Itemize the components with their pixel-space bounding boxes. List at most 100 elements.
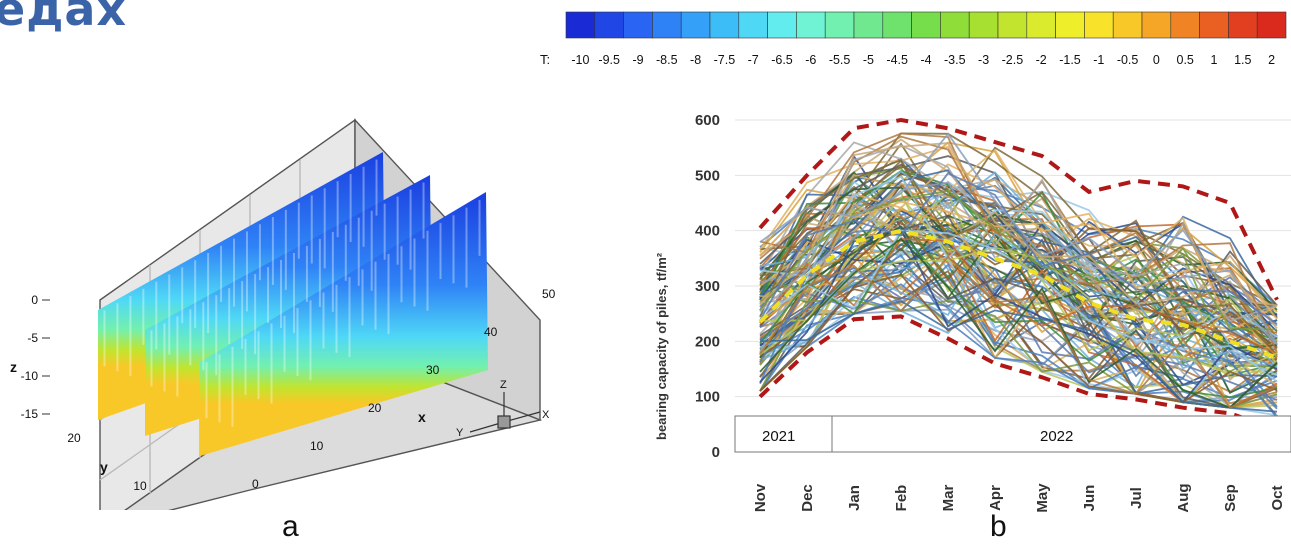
pile-series-line	[759, 176, 1278, 307]
colorbar-tick-label: -6	[805, 53, 816, 67]
colorbar-swatch	[623, 11, 653, 39]
colorbar-swatch	[1141, 11, 1172, 39]
section-streaks	[103, 159, 481, 427]
colorbar-tick-label: -6.5	[771, 53, 793, 67]
x-axis-month-labels: Nov Dec Jan Feb Mar Apr May Jun Jul Aug Sep Oct	[752, 483, 1286, 513]
x-tick-label: Jan	[846, 485, 863, 511]
x-tick-label: Apr	[987, 485, 1004, 511]
x-tick-label: May	[1034, 483, 1051, 513]
colorbar-swatch	[565, 11, 596, 39]
page-heading-fragment: едах	[0, 0, 128, 36]
colorbar-tick-label: -0.5	[1117, 53, 1139, 67]
colorbar-swatch	[594, 11, 624, 39]
pile-series-line	[759, 300, 1278, 413]
colorbar-tick-label: -9	[632, 53, 643, 67]
year-band	[734, 415, 1291, 453]
colorbar-tick-label: -8.5	[656, 53, 678, 67]
colorbar-swatch	[1228, 11, 1258, 39]
x-tick-label: Feb	[893, 485, 910, 512]
x-tick-label: Oct	[1269, 485, 1286, 510]
y-tick-label: 100	[695, 389, 720, 406]
z-axis: 0 -5 -10 -15	[21, 293, 50, 421]
colorbar-tick-label: 2	[1268, 53, 1275, 67]
colorbar-swatch	[680, 11, 711, 39]
y-axis: 20100	[67, 431, 147, 493]
pile-series-line	[759, 229, 1278, 383]
x-tick-label: 10	[310, 439, 324, 453]
glyph-y-label: Y	[456, 427, 464, 439]
colorbar-tick-label: -7.5	[714, 53, 736, 67]
colorbar-tick-label: 0.5	[1177, 53, 1194, 67]
y-tick-label: 600	[695, 112, 720, 129]
colorbar-tick-label: -3.5	[944, 53, 966, 67]
colorbar-swatches	[565, 11, 1287, 39]
colorbar-swatch	[1199, 11, 1229, 39]
x-tick-label: 20	[368, 401, 382, 415]
colorbar-tick-label: -1.5	[1059, 53, 1081, 67]
pile-series-line	[759, 202, 1278, 382]
colorbar-tick-label: -5	[863, 53, 874, 67]
pile-series-line	[759, 142, 1278, 329]
pile-series-lines	[759, 132, 1278, 419]
pile-series-line	[759, 181, 1278, 345]
colorbar-label: T:	[540, 52, 550, 67]
y-tick-label: 0	[712, 444, 720, 461]
y-axis-tick-labels: 0 100 200 300 400 500 600	[695, 112, 720, 461]
y-tick-label: 200	[695, 333, 720, 350]
upper-envelope-line	[758, 117, 1279, 301]
pile-series-line	[759, 267, 1278, 410]
x-tick-label: Sep	[1222, 484, 1239, 512]
colorbar-swatch	[1026, 11, 1056, 39]
colorbar-swatch	[796, 11, 826, 39]
colorbar-swatch	[882, 11, 912, 39]
pile-series-line	[759, 255, 1278, 409]
x-axis: 0 10 20 30 40 50	[252, 287, 556, 491]
y-axis-label: bearing capacity of piles, tf/m²	[654, 252, 669, 440]
colorbar-swatch	[738, 11, 768, 39]
colorbar-tick-label: -4	[920, 53, 931, 67]
x-tick-label: Mar	[940, 485, 957, 512]
x-tick-label: Aug	[1175, 483, 1192, 512]
orientation-axes-glyph	[469, 392, 541, 433]
colorbar-swatch	[1112, 11, 1143, 39]
y-axis-label: y	[100, 459, 108, 475]
pile-series-line	[759, 132, 1278, 346]
glyph-z-label: Z	[500, 379, 507, 391]
panel-a-3d-temperature-sections: 0 -5 -10 -15 z 20 10 0 y 0 10 20 30 40 50 x Z Y X	[10, 118, 556, 510]
z-axis-label: z	[10, 359, 17, 375]
colorbar-tick-label: -3	[978, 53, 989, 67]
colorbar-swatch	[1055, 11, 1085, 39]
colorbar-swatch	[709, 11, 740, 39]
glyph-x-label: X	[542, 409, 550, 421]
colorbar-tick-label: -8	[690, 53, 701, 67]
z-tick-label: -10	[21, 369, 39, 383]
panel-b-bearing-capacity-chart: 0 100 200 300 400 500 600 bearing capacity of …	[654, 112, 1291, 513]
colorbar-tick-labels: -10 -9.5 -9 -8.5 -8 -7.5 -7 -6.5 -6 -5.5 -5 -4.5 -4-…	[571, 53, 1275, 67]
pile-series-line	[759, 189, 1278, 331]
y-tick-label: 300	[695, 278, 720, 295]
colorbar-swatch	[940, 11, 970, 39]
z-tick-label: 0	[31, 293, 38, 307]
pile-series-line	[759, 186, 1278, 340]
colorbar-tick-label: -9.5	[598, 53, 620, 67]
section-slices	[98, 152, 488, 456]
z-tick-label: -5	[27, 331, 38, 345]
y-tick-label: 10	[133, 479, 147, 493]
pile-series-line	[759, 220, 1278, 359]
colorbar-swatch	[767, 11, 797, 39]
year-label-2022: 2022	[1040, 428, 1073, 445]
colorbar-tick-label: -1	[1093, 53, 1104, 67]
colorbar-tick-label: -2.5	[1002, 53, 1024, 67]
y-tick-label: 400	[695, 223, 720, 240]
x-tick-label: 50	[542, 287, 556, 301]
colorbar-tick-label: -5.5	[829, 53, 851, 67]
colorbar-tick-label: -4.5	[886, 53, 908, 67]
colorbar-swatch	[1170, 11, 1200, 39]
colorbar-swatch	[1084, 11, 1114, 39]
pile-series-line	[759, 172, 1278, 325]
section-slice-front	[200, 192, 488, 456]
z-tick-label: -15	[21, 407, 39, 421]
colorbar-swatch	[968, 11, 999, 39]
colorbar-swatch	[853, 11, 884, 39]
x-tick-label: Nov	[752, 483, 769, 512]
